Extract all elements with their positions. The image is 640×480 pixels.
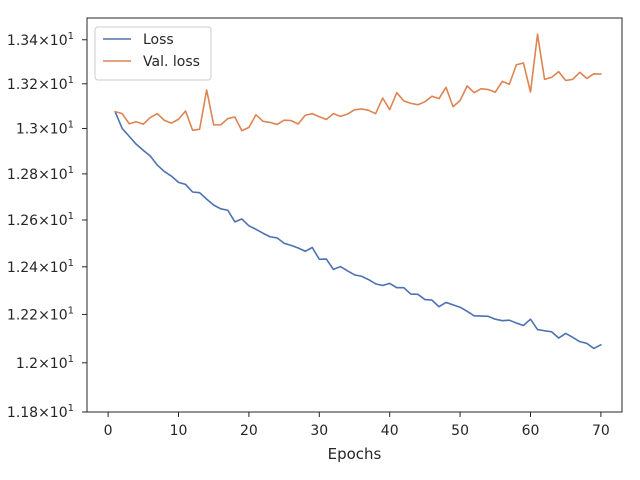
y-tick-label: 1.3×101 [16, 119, 74, 137]
legend: Loss Val. loss [94, 26, 212, 81]
series-line-1 [114, 111, 602, 350]
x-axis-label: Epochs [328, 445, 382, 463]
plot-background [87, 18, 622, 412]
x-axis: 0 10 20 30 40 50 60 70 [104, 412, 610, 439]
y-tick-label: 1.34×101 [7, 31, 74, 49]
x-tick-label: 30 [310, 423, 328, 439]
x-tick-label: 0 [104, 423, 113, 439]
x-tick-label: 70 [592, 423, 610, 439]
plot-frame [86, 17, 623, 413]
legend-label: Loss [143, 32, 174, 48]
x-tick-label: 60 [522, 423, 540, 439]
x-tick-label: 40 [381, 423, 399, 439]
x-tick-label: 10 [170, 423, 188, 439]
y-tick-label: 1.26×101 [7, 211, 74, 229]
series-line-2 [114, 33, 602, 132]
y-axis: 1.18×101 1.2×101 1.22×101 1.24×101 1.26×101 1… [7, 31, 87, 421]
x-tick-label: 20 [240, 423, 258, 439]
y-tick-label: 1.22×101 [7, 305, 74, 323]
y-tick-label: 1.18×101 [7, 403, 74, 421]
y-tick-label: 1.24×101 [7, 258, 74, 276]
x-tick-label: 50 [451, 423, 469, 439]
legend-box [94, 26, 212, 81]
series-layer [114, 33, 602, 350]
y-tick-label: 1.2×101 [16, 354, 74, 372]
y-tick-label: 1.28×101 [7, 165, 74, 183]
y-tick-label: 1.32×101 [7, 75, 74, 93]
legend-label: Val. loss [143, 54, 200, 70]
